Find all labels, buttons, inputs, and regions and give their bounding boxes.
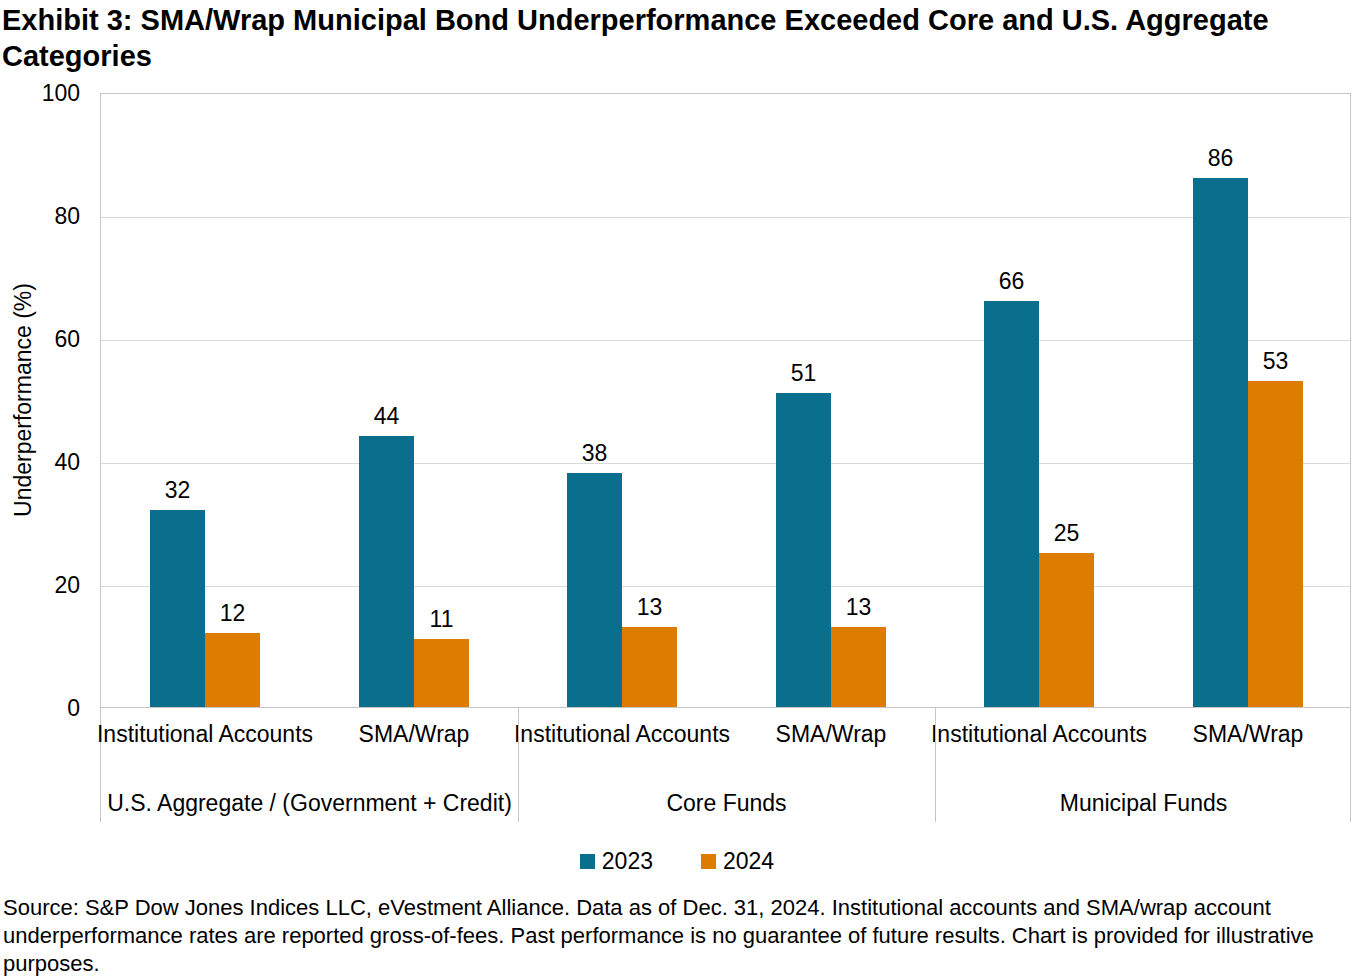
- y-tick-label: 40: [0, 449, 80, 476]
- gridline: [101, 217, 1350, 218]
- bar-2024-slot-5: [1039, 553, 1094, 707]
- y-tick-label: 0: [0, 695, 80, 722]
- bar-value-label: 38: [540, 440, 650, 467]
- group-label: Core Funds: [518, 790, 935, 817]
- bar-value-label: 32: [123, 477, 233, 504]
- source-note: Source: S&P Dow Jones Indices LLC, eVest…: [3, 894, 1353, 978]
- bar-2024-slot-4: [831, 627, 886, 707]
- bar-value-label: 51: [749, 360, 859, 387]
- category-label: Institutional Accounts: [512, 720, 732, 748]
- category-label: SMA/Wrap: [721, 720, 941, 748]
- gridline: [101, 463, 1350, 464]
- bar-value-label: 66: [957, 268, 1067, 295]
- y-axis-title: Underperformance (%): [10, 190, 38, 610]
- bar-value-label: 12: [178, 600, 288, 627]
- bar-value-label: 53: [1221, 348, 1331, 375]
- bar-2024-slot-1: [205, 633, 260, 707]
- bar-value-label: 44: [332, 403, 442, 430]
- category-label: SMA/Wrap: [1138, 720, 1354, 748]
- legend-swatch-icon: [580, 854, 595, 869]
- group-label: Municipal Funds: [935, 790, 1352, 817]
- legend-label: 2023: [602, 848, 653, 875]
- bar-value-label: 25: [1012, 520, 1122, 547]
- bar-2023-slot-2: [359, 436, 414, 707]
- y-tick-label: 100: [0, 80, 80, 107]
- bar-2023-slot-3: [567, 473, 622, 707]
- bar-value-label: 13: [804, 594, 914, 621]
- chart-title: Exhibit 3: SMA/Wrap Municipal Bond Under…: [2, 2, 1352, 74]
- category-label: SMA/Wrap: [304, 720, 524, 748]
- bar-2024-slot-6: [1248, 381, 1303, 707]
- gridline: [101, 340, 1350, 341]
- category-label: Institutional Accounts: [95, 720, 315, 748]
- bar-value-label: 86: [1166, 145, 1276, 172]
- y-tick-label: 20: [0, 572, 80, 599]
- category-label: Institutional Accounts: [929, 720, 1149, 748]
- bar-value-label: 13: [595, 594, 705, 621]
- bar-2024-slot-3: [622, 627, 677, 707]
- gridline: [101, 586, 1350, 587]
- y-tick-label: 60: [0, 326, 80, 353]
- bar-2023-slot-4: [776, 393, 831, 707]
- legend: 2023 2024: [0, 845, 1354, 877]
- legend-label: 2024: [723, 848, 774, 875]
- bar-2023-slot-5: [984, 301, 1039, 707]
- group-divider: [518, 708, 519, 822]
- legend-item-2023: 2023: [580, 848, 653, 875]
- bar-2024-slot-2: [414, 639, 469, 707]
- plot-area: 32 12 44 11 38 13 51 13 66 25 86 53: [100, 93, 1351, 708]
- bar-value-label: 11: [387, 606, 497, 633]
- group-divider: [935, 708, 936, 822]
- legend-swatch-icon: [701, 854, 716, 869]
- y-tick-label: 80: [0, 203, 80, 230]
- chart-page: Exhibit 3: SMA/Wrap Municipal Bond Under…: [0, 0, 1354, 979]
- bar-2023-slot-6: [1193, 178, 1248, 707]
- group-label: U.S. Aggregate / (Government + Credit): [101, 790, 518, 817]
- x-axis-label-band: Institutional AccountsSMA/WrapInstitutio…: [100, 708, 1351, 822]
- legend-item-2024: 2024: [701, 848, 774, 875]
